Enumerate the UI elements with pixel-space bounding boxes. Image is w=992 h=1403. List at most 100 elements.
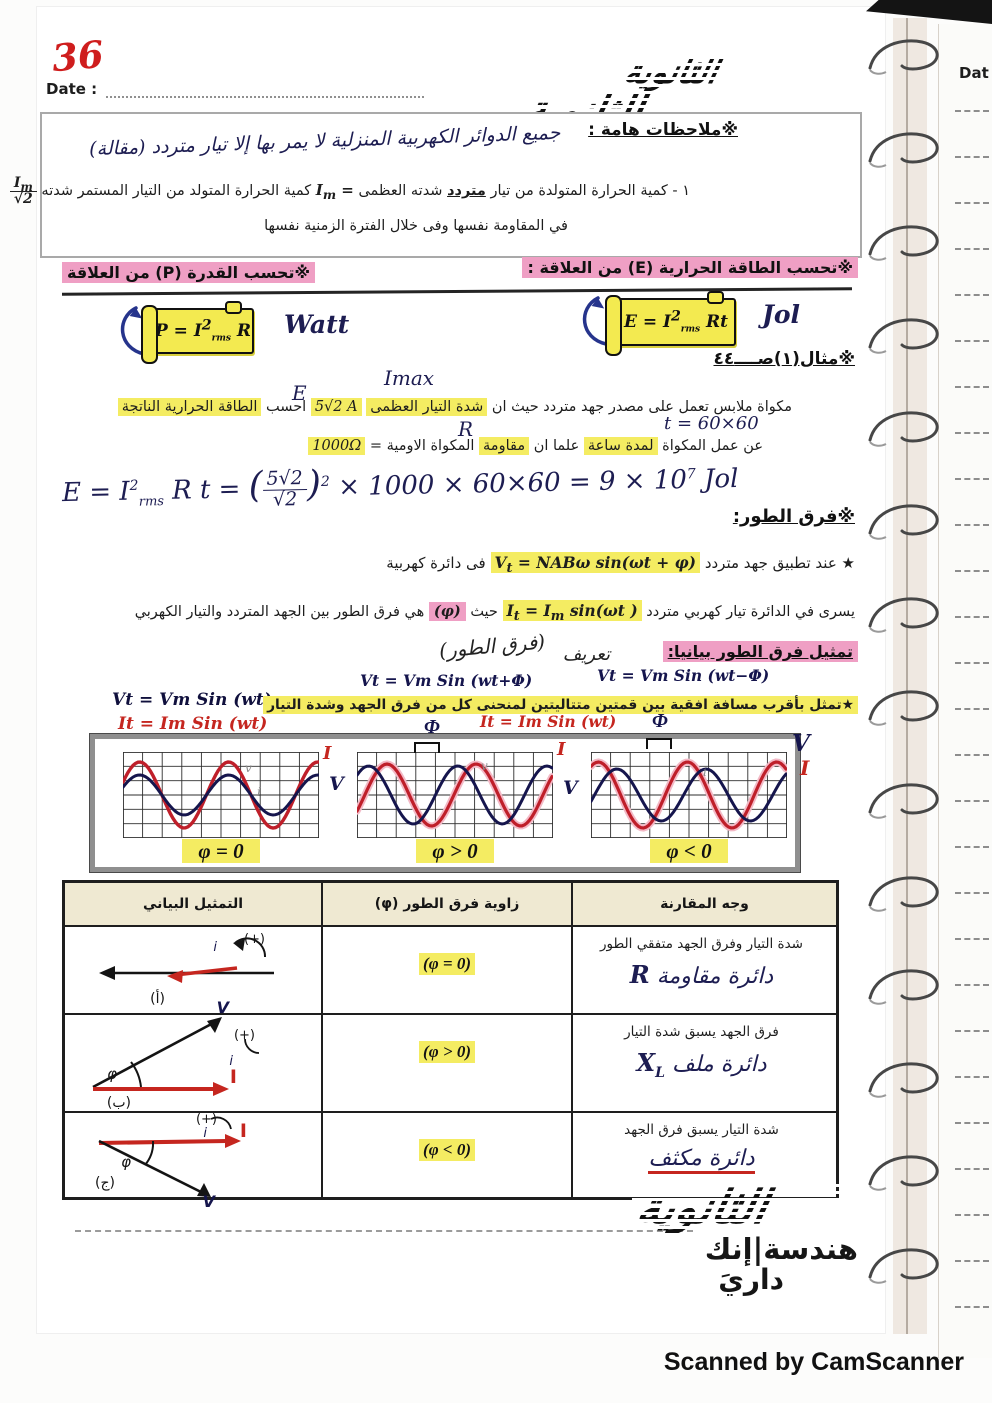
table-row-diagram: φ V I (+) i (ب): [64, 999, 322, 1112]
vector-diagram-in-phase: (+) i (أ): [99, 932, 274, 1007]
ruled-line: [955, 248, 989, 250]
flower-icon: ※: [838, 349, 855, 369]
flower-icon: ※: [837, 258, 853, 277]
energy-section-heading: ※تحسب الطاقة الحرارية (E) من العلاقة :: [522, 257, 858, 278]
faint-v-label: v: [245, 761, 252, 775]
notebook-logo-bottom: الثانوية: [632, 1180, 882, 1238]
table-row-phase-value: (φ = 0): [322, 926, 572, 1014]
date-rule-line: [106, 96, 424, 98]
graphical-heading: تمثيل فرق الطور بيانيا:: [662, 641, 858, 662]
logo-tagline-1: هندسة|إنك: [704, 1232, 858, 1266]
phi-bracket: [646, 738, 672, 749]
table-row-comparison: شدة التيار يسبق فرق الجهد دائرة مكثف: [572, 1112, 837, 1198]
voltage-label: V: [563, 777, 578, 799]
curved-arrow-icon: [120, 306, 146, 356]
ruled-line: [955, 340, 989, 342]
power-section-heading: ※تحسب القدرة (P) من العلاقة: [62, 262, 316, 283]
spiral-coil-icon: [868, 504, 939, 540]
ruled-line: [955, 984, 989, 986]
binding-margin-band: [893, 18, 927, 1334]
graph-caption: φ = 0: [123, 839, 319, 864]
vector-diagram-current-leads: φ I V (+) i (ج): [95, 1112, 247, 1211]
e-annotation: E: [292, 381, 307, 405]
ruled-line: [955, 708, 989, 710]
faint-i-label: i: [703, 765, 707, 779]
outer-current-label: I: [800, 756, 810, 780]
ruled-line: [955, 570, 989, 572]
current-label: I: [557, 739, 566, 760]
ruled-dotted-line: [75, 1230, 693, 1232]
flower-icon: ※: [721, 120, 738, 140]
table-row-diagram: (+) i (أ): [64, 926, 322, 1014]
ruled-line: [955, 524, 989, 526]
logo-bottom-text: الثانوية: [632, 1180, 773, 1234]
svg-text:i: i: [213, 940, 217, 955]
ruled-line: [955, 1214, 989, 1216]
mid-current-equation: It = Im Sin (wt): [480, 712, 617, 731]
notes-handwritten-title: جميع الدوائر الكهربية المنزلية لا يمر به…: [88, 121, 561, 161]
ruled-line: [955, 846, 989, 848]
spiral-coil-icon: [868, 318, 939, 354]
notebook-logo-top: الثانوية الثانوية: [505, 52, 875, 114]
svg-text:(ج): (ج): [95, 1175, 115, 1191]
phi-bracket: [414, 742, 440, 753]
page-number: 36: [50, 31, 106, 81]
graph-caption: φ > 0: [357, 839, 553, 864]
ruled-line: [955, 1260, 989, 1262]
energy-unit-handwritten: Jol: [762, 300, 801, 329]
svg-text:(ب): (ب): [107, 1095, 131, 1111]
example-line-1: مكواة ملابس تعمل على مصدر جهد متردد حيث …: [117, 398, 792, 416]
horizontal-distance-note: ★تمثل بأقرب مسافة افقية بين قمتين متتالي…: [263, 696, 858, 714]
spiral-coil-icon: [868, 1155, 939, 1191]
important-notes-box: ※ملاحظات هامة : جميع الدوائر الكهربية ال…: [9, 112, 862, 258]
star-bullet-icon: ★: [841, 554, 855, 572]
svg-text:I: I: [230, 1066, 237, 1088]
left-voltage-equation: Vt = Vm Sin (wt): [112, 690, 272, 710]
table-row-comparison: شدة التيار وفرق الجهد متفقي الطور دائرة …: [572, 926, 837, 1014]
notes-point-2: في المقاومة نفسها وفى خلال الفترة الزمني…: [264, 218, 568, 234]
power-unit-handwritten: Watt: [284, 310, 350, 339]
phase-line-2: يسرى في الدائرة تيار كهربي متردد It = Im…: [134, 600, 855, 625]
svg-text:(أ): (أ): [150, 989, 165, 1007]
ruled-line: [955, 616, 989, 618]
current-label: I: [323, 743, 332, 764]
svg-text:I: I: [240, 1120, 247, 1142]
spiral-coil-icon: [868, 783, 939, 819]
outer-voltage-label: V: [792, 730, 810, 757]
svg-text:i: i: [203, 1126, 207, 1141]
table-row-comparison: فرق الجهد يسبق شدة التيار دائرة ملف XL: [572, 1014, 837, 1112]
waveform-graph-phi-positive: [357, 752, 553, 838]
flower-icon: ※: [294, 263, 311, 282]
spiral-coil-icon: [868, 225, 939, 261]
table-row-diagram: φ I V (+) i (ج): [64, 1112, 322, 1211]
mid-voltage-equation: Vt = Vm Sin (wt+Φ): [360, 671, 533, 690]
svg-text:V: V: [203, 1192, 217, 1211]
table-header-graphical: التمثيل البياني: [64, 882, 322, 926]
vector-diagram-voltage-leads: φ V I (+) i (ب): [92, 999, 260, 1111]
table-row-phase-value: (φ > 0): [322, 1014, 572, 1112]
phi-annotation-mid: Φ: [424, 716, 440, 738]
flower-icon: ※: [837, 506, 856, 527]
power-formula-scroll: P = I2rms R: [141, 301, 254, 364]
svg-text:i: i: [229, 1054, 233, 1069]
faint-i-label: i: [257, 785, 261, 799]
phi-annotation-right: Φ: [652, 710, 668, 732]
faint-v-label: v: [481, 759, 488, 773]
spiral-coil-icon: [868, 132, 939, 168]
example-line-2: عن عمل المكواة لمدة ساعة علما ان مقاومة …: [308, 437, 763, 455]
ruled-line: [955, 1076, 989, 1078]
spiral-coil-icon: [868, 1248, 939, 1284]
ruled-line: [955, 202, 989, 204]
table-row-phase-value: (φ < 0): [322, 1112, 572, 1198]
im-over-sqrt2-fraction: Im √2: [9, 176, 37, 206]
notes-heading: ※ملاحظات هامة :: [588, 120, 738, 140]
example-heading: ※مثال(١)صــــ٤٤: [713, 349, 855, 369]
graph-caption: φ < 0: [591, 839, 787, 864]
table-header-comparison: وجه المقارنة: [572, 882, 837, 926]
waveform-graph-phi-negative: [591, 752, 787, 838]
spiral-coil-icon: [868, 1062, 939, 1098]
ruled-line: [955, 892, 989, 894]
imax-annotation: Imax: [384, 366, 435, 390]
ruled-line: [955, 478, 989, 480]
